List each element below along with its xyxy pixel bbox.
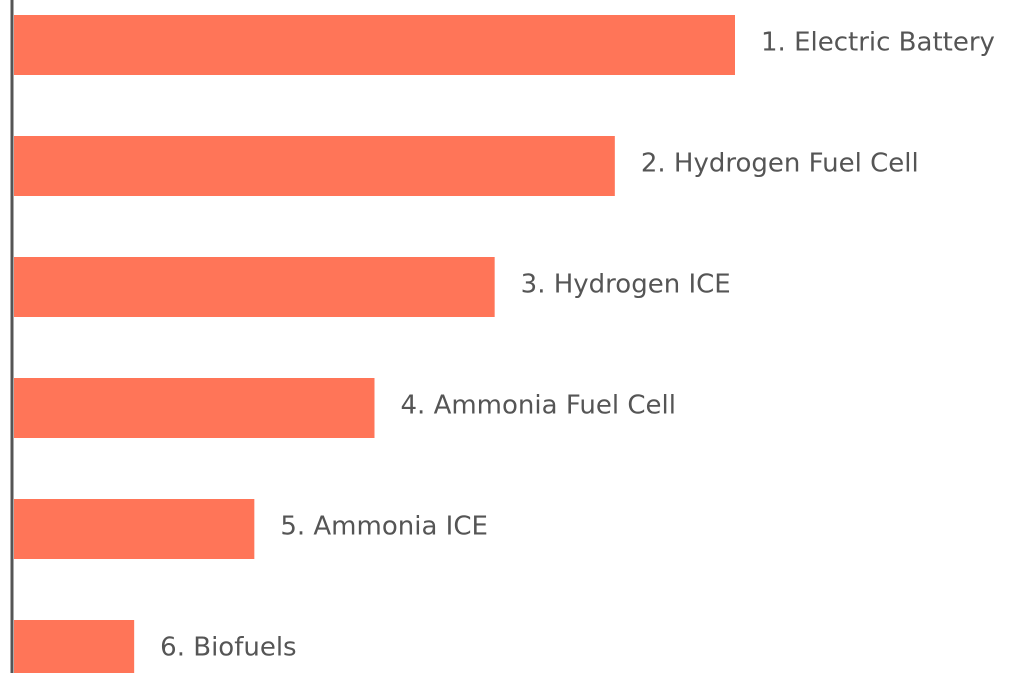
bar-label: 5. Ammonia ICE: [280, 512, 488, 542]
bar: [14, 620, 135, 673]
bar: [14, 257, 495, 317]
bar: [14, 136, 615, 196]
bar-label: 4. Ammonia Fuel Cell: [401, 391, 676, 421]
bar-label: 6. Biofuels: [160, 633, 296, 663]
bar-label: 3. Hydrogen ICE: [521, 270, 731, 300]
bar: [14, 15, 735, 75]
bar-label: 1. Electric Battery: [761, 28, 995, 58]
bar-label: 2. Hydrogen Fuel Cell: [641, 149, 919, 179]
bar: [14, 378, 375, 438]
bar: [14, 499, 255, 559]
